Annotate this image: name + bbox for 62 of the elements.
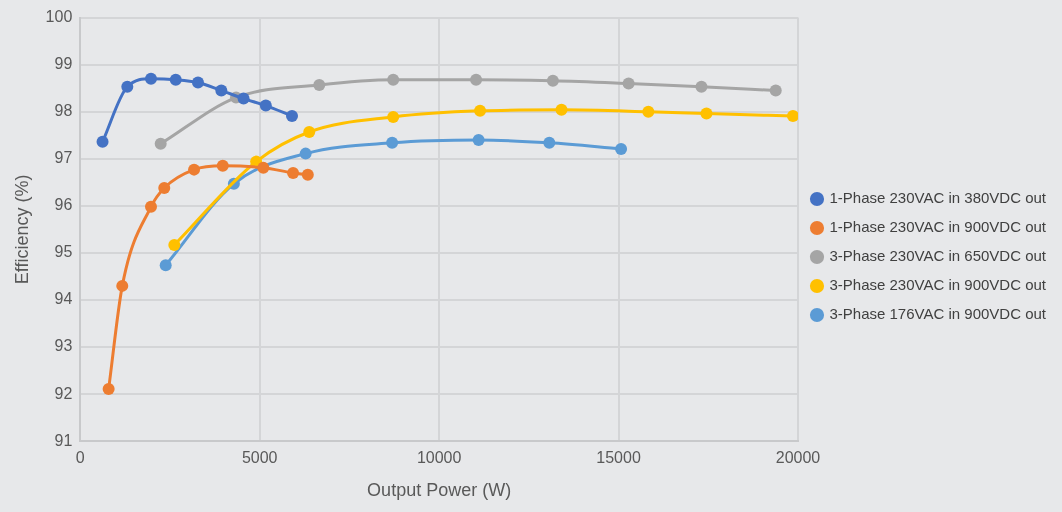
point: [215, 84, 228, 97]
point: [259, 99, 272, 112]
point: [286, 109, 299, 122]
point: [159, 259, 172, 272]
point: [257, 161, 270, 174]
point: [96, 135, 109, 148]
point: [158, 181, 171, 194]
y-tick-label: 98: [54, 102, 73, 120]
point: [237, 92, 250, 105]
point: [192, 76, 204, 89]
point: [154, 137, 167, 150]
y-tick-label: 92: [54, 384, 73, 402]
point: [144, 72, 157, 85]
point: [299, 147, 312, 160]
point: [786, 109, 798, 122]
legend-label: 1-Phase 230VAC in 900VDC out: [829, 218, 1047, 236]
point: [695, 80, 708, 93]
y-tick-label: 93: [54, 337, 73, 355]
point: [642, 105, 655, 118]
point: [116, 279, 129, 292]
y-tick-label: 95: [54, 243, 73, 261]
legend-label: 3-Phase 176VAC in 900VDC out: [829, 305, 1047, 323]
point: [470, 73, 483, 86]
point: [287, 166, 300, 179]
point: [386, 136, 399, 149]
point: [622, 77, 635, 90]
point: [121, 80, 134, 93]
point: [102, 382, 115, 395]
point: [168, 238, 181, 251]
point: [474, 104, 487, 117]
x-tick-label: 10000: [416, 449, 462, 467]
point: [313, 78, 326, 91]
point: [169, 73, 182, 86]
y-tick-label: 96: [54, 196, 73, 214]
y-tick-label: 94: [54, 290, 73, 308]
y-tick-label: 99: [54, 55, 73, 73]
point: [387, 110, 400, 123]
point: [144, 200, 157, 213]
point: [387, 73, 400, 86]
point: [546, 74, 559, 87]
y-tick-label: 91: [54, 431, 73, 449]
point: [543, 136, 556, 149]
y-tick-label: 100: [45, 8, 73, 26]
legend-label: 3-Phase 230VAC in 900VDC out: [829, 276, 1047, 294]
x-tick-label: 5000: [241, 449, 278, 467]
point: [303, 125, 316, 138]
point: [769, 84, 782, 97]
y-axis-title: Efficiency (%): [11, 174, 32, 285]
point: [615, 142, 628, 155]
x-tick-label: 20000: [775, 449, 821, 467]
point: [472, 133, 485, 146]
legend-label: 1-Phase 230VAC in 380VDC out: [829, 189, 1047, 207]
x-axis-title: Output Power (W): [367, 480, 512, 501]
y-tick-label: 97: [54, 149, 73, 167]
x-tick-label: 0: [75, 449, 85, 467]
point: [188, 163, 201, 176]
point: [216, 159, 229, 172]
legend-label: 3-Phase 230VAC in 650VDC out: [829, 247, 1047, 265]
point: [555, 103, 568, 116]
point: [700, 107, 713, 120]
point: [301, 168, 314, 181]
x-tick-label: 15000: [596, 449, 641, 467]
